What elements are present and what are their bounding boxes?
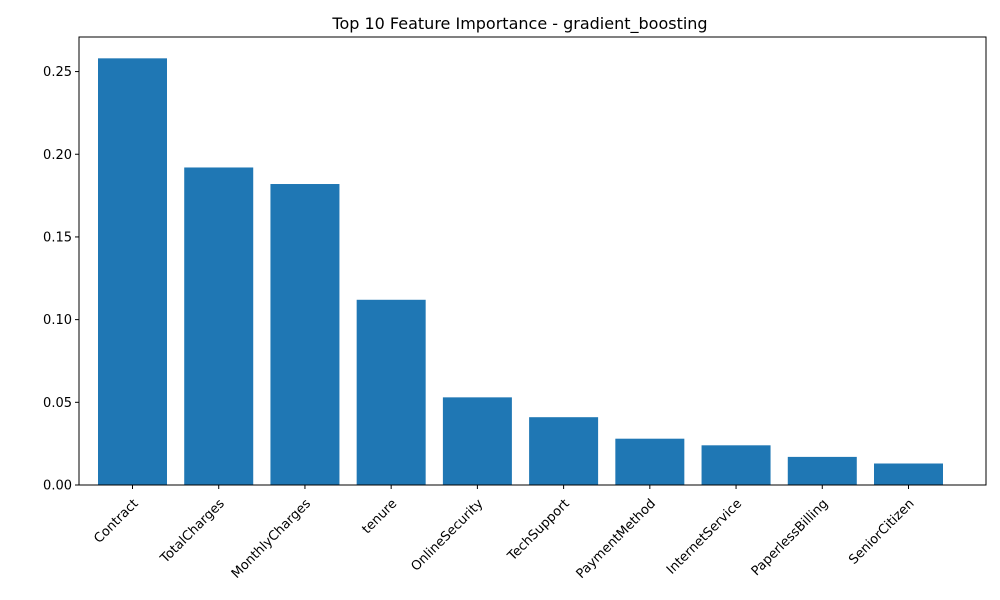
y-tick-label: 0.15 xyxy=(43,230,72,245)
bar-techsupport xyxy=(529,417,599,485)
y-tick-label: 0.25 xyxy=(43,65,72,80)
x-tick-label: tenure xyxy=(359,496,400,537)
bar-seniorcitizen xyxy=(874,463,943,485)
y-axis: 0.00 0.05 0.10 0.15 0.20 0.25 xyxy=(43,65,79,494)
bar-paperlessbilling xyxy=(787,456,857,485)
x-tick-label: TechSupport xyxy=(504,496,572,564)
x-tick-label: PaperlessBilling xyxy=(749,496,832,579)
bar-totalcharges xyxy=(184,167,254,485)
x-tick-label: PaymentMethod xyxy=(574,496,659,581)
bars-group xyxy=(98,58,943,486)
x-tick-label: TotalCharges xyxy=(157,496,228,567)
x-tick-label: InternetService xyxy=(664,496,745,577)
y-tick-label: 0.10 xyxy=(43,313,72,328)
bar-onlinesecurity xyxy=(442,397,512,485)
bar-paymentmethod xyxy=(615,438,685,485)
x-tick-label: MonthlyCharges xyxy=(229,496,314,581)
y-tick-label: 0.00 xyxy=(43,479,72,494)
plot-frame xyxy=(78,36,987,486)
x-tick-label: Contract xyxy=(91,496,141,546)
x-axis: Contract TotalCharges MonthlyCharges tenure… xyxy=(91,485,918,582)
x-tick-label: SeniorCitizen xyxy=(846,496,917,567)
x-tick-label: OnlineSecurity xyxy=(408,496,486,574)
bar-contract xyxy=(98,58,167,485)
y-tick-label: 0.05 xyxy=(43,396,72,411)
bar-monthlycharges xyxy=(270,184,340,486)
chart-title: Top 10 Feature Importance - gradient_boo… xyxy=(331,14,707,34)
bar-internetservice xyxy=(701,445,771,485)
bar-tenure xyxy=(356,299,426,485)
y-tick-label: 0.20 xyxy=(43,148,72,163)
